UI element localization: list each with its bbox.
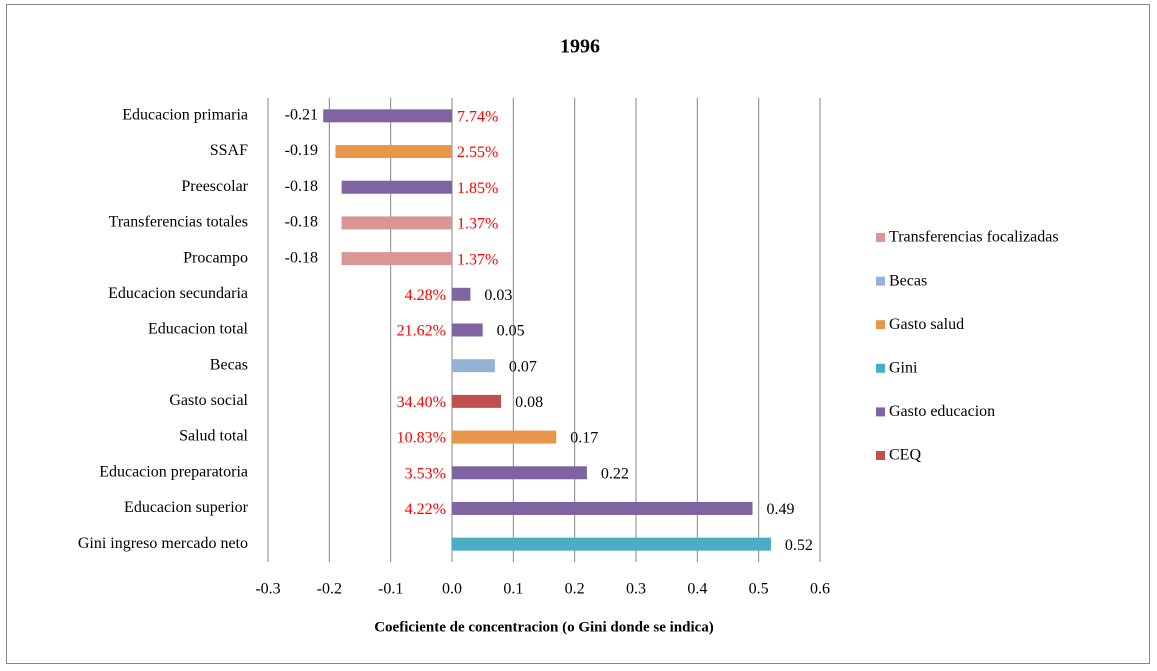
y-tick-label: Educacion superior [124, 499, 249, 516]
bar [452, 394, 502, 408]
y-tick-label: Transferencias totales [109, 214, 248, 231]
annotation: 10.83% [397, 430, 446, 447]
value-label: -0.19 [285, 142, 318, 159]
annotation: 4.22% [405, 501, 446, 518]
legend-swatch [876, 363, 885, 373]
x-tick-label: 0.6 [810, 581, 830, 598]
annotation: 1.85% [457, 180, 498, 197]
value-label: 0.22 [601, 465, 629, 482]
value-label: 0.08 [515, 394, 543, 411]
y-tick-label: Becas [210, 356, 248, 373]
x-tick-label: -0.3 [255, 581, 280, 598]
y-tick-label: Educacion primaria [122, 107, 248, 124]
legend-swatch [876, 407, 885, 417]
legend-swatch [876, 233, 885, 242]
value-label: -0.18 [285, 178, 318, 195]
bar [452, 537, 771, 551]
annotation: 1.37% [457, 251, 498, 268]
value-label: 0.17 [570, 430, 598, 447]
legend-label: CEQ [889, 447, 921, 464]
y-tick-label: Gini ingreso mercado neto [78, 535, 248, 552]
value-label: 0.03 [484, 287, 512, 304]
bar [452, 501, 753, 515]
annotation: 1.37% [457, 216, 498, 233]
chart-title: 1996 [560, 36, 600, 58]
y-tick-label: SSAF [210, 142, 248, 159]
legend-swatch [876, 451, 885, 460]
bar [323, 109, 452, 123]
value-label: -0.21 [285, 107, 318, 124]
value-label: 0.52 [785, 537, 813, 554]
x-tick-label: 0.0 [442, 581, 462, 598]
legend-label: Gasto salud [889, 316, 964, 333]
x-tick-label: 0.2 [565, 581, 585, 598]
value-label: -0.18 [285, 214, 318, 231]
value-label: 0.05 [497, 323, 525, 340]
annotation: 4.28% [405, 287, 446, 304]
bar [341, 180, 452, 194]
y-tick-label: Preescolar [181, 178, 248, 195]
y-tick-label: Gasto social [169, 392, 248, 409]
legend-swatch [876, 320, 885, 330]
bar [341, 216, 452, 230]
annotation: 2.55% [457, 144, 498, 161]
value-label: 0.49 [767, 501, 795, 518]
legend-label: Gini [889, 359, 918, 376]
y-tick-label: Procampo [183, 249, 248, 266]
bar [452, 287, 471, 301]
y-tick-label: Educacion total [148, 321, 249, 338]
annotation: 3.53% [405, 465, 446, 482]
bar [335, 145, 452, 159]
legend-label: Becas [889, 272, 927, 289]
chart-border [6, 4, 1150, 664]
annotation: 34.40% [397, 394, 446, 411]
y-tick-label: Salud total [179, 428, 248, 445]
annotation: 21.62% [397, 323, 446, 340]
x-tick-label: 0.1 [503, 581, 523, 598]
x-tick-label: -0.1 [378, 581, 403, 598]
legend-label: Transferencias focalizadas [889, 229, 1059, 246]
bar [341, 252, 452, 266]
legend-label: Gasto educacion [889, 403, 995, 420]
bar [452, 430, 557, 444]
x-tick-label: -0.2 [317, 581, 342, 598]
y-tick-label: Educacion preparatoria [99, 463, 248, 480]
x-tick-label: 0.4 [687, 581, 707, 598]
bar [452, 359, 495, 373]
value-label: 0.07 [509, 358, 537, 375]
x-axis-title: Coeficiente de concentracion (o Gini don… [374, 619, 714, 635]
x-tick-label: 0.3 [626, 581, 646, 598]
bar [452, 466, 587, 480]
annotation: 7.74% [457, 109, 498, 126]
x-tick-label: 0.5 [749, 581, 769, 598]
value-label: -0.18 [285, 249, 318, 266]
y-tick-label: Educacion secundaria [108, 285, 248, 302]
bar [452, 323, 483, 337]
legend-swatch [876, 276, 885, 286]
